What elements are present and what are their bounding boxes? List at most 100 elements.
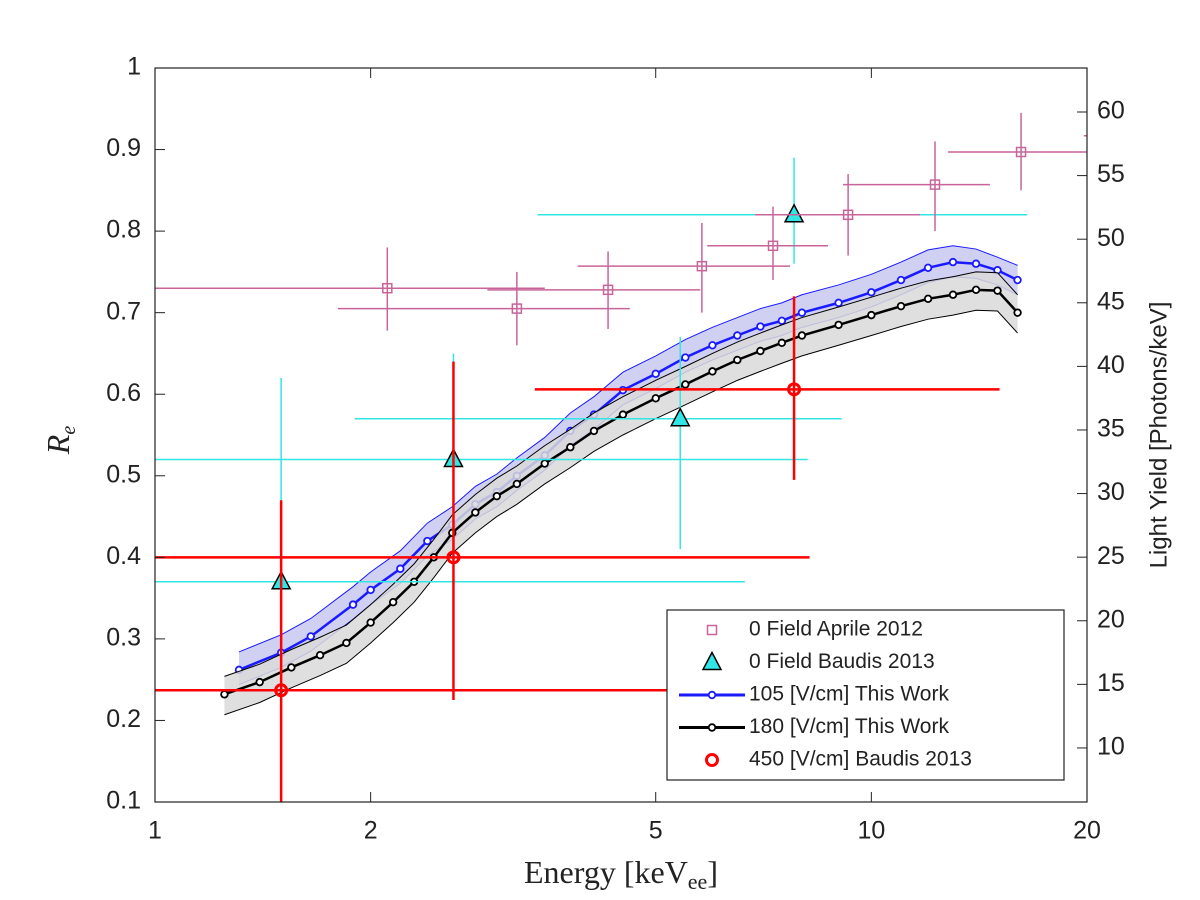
y2-tick-label: 55 — [1097, 160, 1125, 188]
band-upper — [224, 271, 1018, 677]
y-tick-label: 0.7 — [106, 297, 141, 325]
band — [224, 271, 1018, 715]
marker-ring — [787, 382, 802, 397]
x-tick-label: 10 — [857, 817, 885, 845]
marker-square — [1015, 146, 1027, 158]
plot-area — [155, 112, 1087, 802]
y2-tick-label: 35 — [1097, 415, 1125, 443]
marker-circle — [777, 316, 787, 326]
x-tick-label: 20 — [1073, 817, 1101, 845]
y2-tick-label: 60 — [1097, 97, 1125, 125]
y2-tick-label: 15 — [1097, 669, 1125, 697]
marker-square — [842, 209, 854, 221]
y-tick-label: 0.6 — [106, 379, 141, 407]
y-tick-label: 0.9 — [106, 134, 141, 162]
y-tick-label: 1 — [127, 53, 141, 81]
marker-circle — [993, 286, 1002, 295]
marker-circle — [756, 346, 765, 356]
marker-circle — [707, 723, 717, 732]
legend: 0 Field Aprile 2012 0 Field Baudis 2013 10… — [666, 609, 1065, 781]
y2-axis-label: Light Yield [Photons/keV] — [1145, 302, 1172, 569]
marker-circle — [708, 367, 717, 376]
marker-circle — [834, 320, 843, 330]
band-lower — [224, 309, 1018, 716]
legend-label: 180 [V/cm] This Work — [749, 715, 949, 738]
marker-circle — [651, 394, 660, 403]
marker-circle — [923, 263, 933, 273]
marker-circle — [512, 479, 522, 489]
marker-circle — [306, 632, 315, 641]
legend-label: 450 [V/cm] Baudis 2013 — [749, 748, 972, 771]
marker-ring — [705, 753, 719, 767]
marker-circle — [681, 380, 690, 389]
marker-circle — [348, 600, 358, 609]
marker-circle — [733, 355, 742, 365]
x-tick-label: 5 — [649, 817, 663, 845]
marker-square — [929, 179, 941, 190]
marker-circle — [566, 443, 575, 452]
y-tick-label: 0.2 — [106, 705, 141, 733]
marker-circle — [366, 585, 375, 595]
marker-square — [602, 284, 614, 296]
x-tick-label: 1 — [148, 817, 162, 845]
x-label-sub: ee — [688, 869, 708, 894]
marker-square — [382, 282, 393, 294]
marker-circle — [471, 508, 480, 517]
y-label-sub: e — [58, 426, 80, 435]
marker-triangle — [669, 407, 691, 427]
band-upper — [238, 245, 1018, 653]
y-tick-label: 0.5 — [106, 460, 141, 488]
y-tick-label: 0.4 — [106, 542, 141, 570]
marker-circle — [867, 288, 876, 297]
marker-circle — [971, 259, 981, 268]
marker-circle — [681, 353, 690, 362]
marker-square — [696, 260, 708, 272]
marker-circle — [315, 651, 325, 660]
y2-tick-label: 20 — [1097, 605, 1125, 633]
marker-circle — [971, 285, 981, 295]
marker-square — [767, 240, 779, 252]
y2-tick-label: 45 — [1097, 287, 1125, 315]
axes: 1 2 5 10 200.10.20.30.40.50.60.70.80.9110152… — [106, 53, 1125, 845]
y2-tick-label: 10 — [1097, 733, 1125, 761]
marker-circle — [388, 597, 398, 607]
line — [238, 260, 1019, 672]
marker-circle — [923, 294, 933, 304]
marker-circle — [797, 308, 807, 317]
marker-circle — [867, 310, 876, 320]
y-tick-label: 0.8 — [106, 216, 141, 244]
y-tick-label: 0.1 — [106, 787, 141, 815]
y2-tick-label: 50 — [1097, 224, 1125, 252]
marker-circle — [797, 331, 807, 340]
marker-triangle — [701, 650, 723, 671]
legend-label: 0 Field Aprile 2012 — [749, 618, 923, 641]
y2-tick-label: 40 — [1097, 351, 1125, 379]
marker-circle — [589, 426, 599, 436]
marker-circle — [1013, 275, 1022, 285]
x-axis-label: Energy [keVee] — [524, 854, 718, 894]
marker-circle — [733, 331, 742, 340]
legend-label: 0 Field Baudis 2013 — [749, 650, 935, 673]
marker-triangle — [783, 203, 805, 223]
marker-circle — [618, 410, 628, 419]
x-label-main: Energy [keV — [524, 854, 688, 890]
marker-circle — [708, 341, 717, 350]
marker-circle — [948, 257, 958, 267]
marker-circle — [948, 290, 958, 299]
y-label-main: R — [40, 434, 76, 455]
marker-square — [706, 624, 718, 636]
marker-circle — [834, 298, 843, 308]
marker-circle — [777, 338, 787, 348]
marker-circle — [651, 369, 660, 379]
y-tick-label: 0.3 — [106, 623, 141, 651]
marker-circle — [540, 459, 549, 468]
y-axis-label: Re — [40, 426, 79, 456]
x-label-end: ] — [707, 854, 718, 890]
marker-circle — [896, 275, 906, 285]
marker-circle — [896, 301, 906, 311]
y2-tick-label: 25 — [1097, 542, 1125, 570]
marker-ring — [274, 683, 289, 698]
marker-circle — [756, 322, 765, 331]
line — [224, 288, 1019, 696]
x-tick-label: 2 — [364, 817, 378, 845]
